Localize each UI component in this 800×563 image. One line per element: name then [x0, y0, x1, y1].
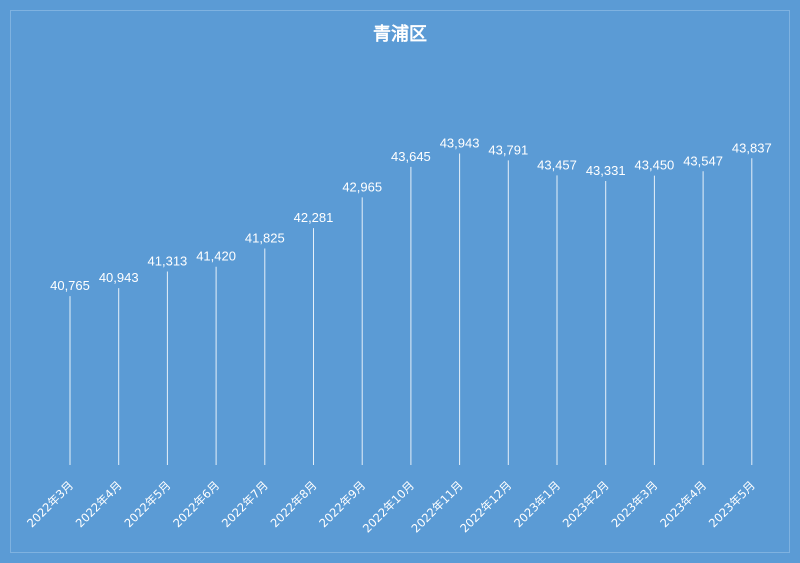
chart-title: 青浦区	[373, 23, 427, 45]
data-labels: 40,765 40,943 41,313 41,420 41,825 42,281 42,9…	[50, 136, 772, 294]
data-label: 42,965	[342, 179, 382, 194]
data-label: 43,457	[537, 157, 577, 172]
data-label: 43,943	[440, 136, 480, 151]
drop-lines	[69, 153, 753, 465]
data-label: 40,943	[99, 270, 139, 285]
data-label: 43,837	[732, 140, 772, 155]
data-label: 43,645	[391, 149, 431, 164]
chart-border	[10, 10, 790, 553]
data-label: 41,825	[245, 231, 285, 246]
data-label: 43,791	[488, 142, 528, 157]
data-label: 41,313	[148, 254, 188, 269]
data-label: 40,765	[50, 278, 90, 293]
data-label: 43,547	[683, 153, 723, 168]
data-label: 42,281	[294, 210, 334, 225]
data-label: 41,420	[196, 249, 236, 264]
data-label: 43,331	[586, 163, 626, 178]
data-label: 43,450	[635, 158, 675, 173]
